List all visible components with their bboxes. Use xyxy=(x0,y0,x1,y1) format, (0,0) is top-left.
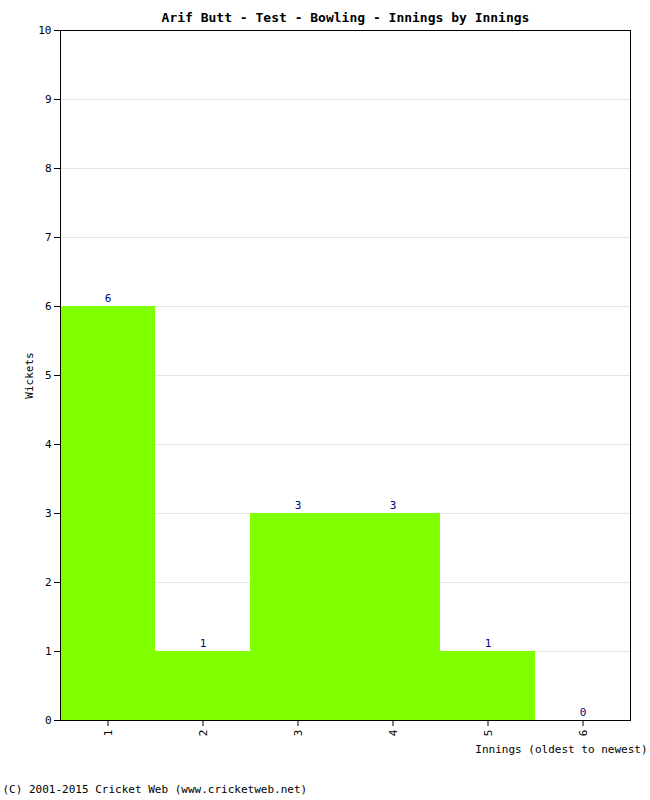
svg-text:6: 6 xyxy=(45,300,52,313)
svg-text:6: 6 xyxy=(105,292,112,305)
svg-text:5: 5 xyxy=(45,369,52,382)
svg-text:Arif Butt - Test - Bowling - I: Arif Butt - Test - Bowling - Innings by … xyxy=(162,10,530,25)
svg-text:5: 5 xyxy=(482,730,495,737)
svg-text:1: 1 xyxy=(485,637,492,650)
svg-text:7: 7 xyxy=(45,231,52,244)
svg-text:8: 8 xyxy=(45,162,52,175)
svg-text:1: 1 xyxy=(200,637,207,650)
svg-text:10: 10 xyxy=(38,24,51,37)
svg-text:6: 6 xyxy=(577,730,590,737)
svg-text:Wickets: Wickets xyxy=(23,352,36,398)
svg-text:1: 1 xyxy=(45,645,52,658)
svg-text:0: 0 xyxy=(580,706,587,719)
svg-text:1: 1 xyxy=(102,730,115,737)
svg-text:2: 2 xyxy=(45,576,52,589)
svg-text:3: 3 xyxy=(292,730,305,737)
svg-text:2: 2 xyxy=(197,730,210,737)
svg-text:3: 3 xyxy=(45,507,52,520)
svg-text:0: 0 xyxy=(45,714,52,727)
svg-text:(C) 2001-2015 Cricket Web (www: (C) 2001-2015 Cricket Web (www.cricketwe… xyxy=(3,783,308,796)
svg-text:4: 4 xyxy=(387,729,400,736)
svg-text:3: 3 xyxy=(390,499,397,512)
svg-text:4: 4 xyxy=(45,438,52,451)
svg-text:Innings (oldest to newest): Innings (oldest to newest) xyxy=(475,743,647,756)
svg-text:3: 3 xyxy=(295,499,302,512)
svg-text:9: 9 xyxy=(45,93,52,106)
